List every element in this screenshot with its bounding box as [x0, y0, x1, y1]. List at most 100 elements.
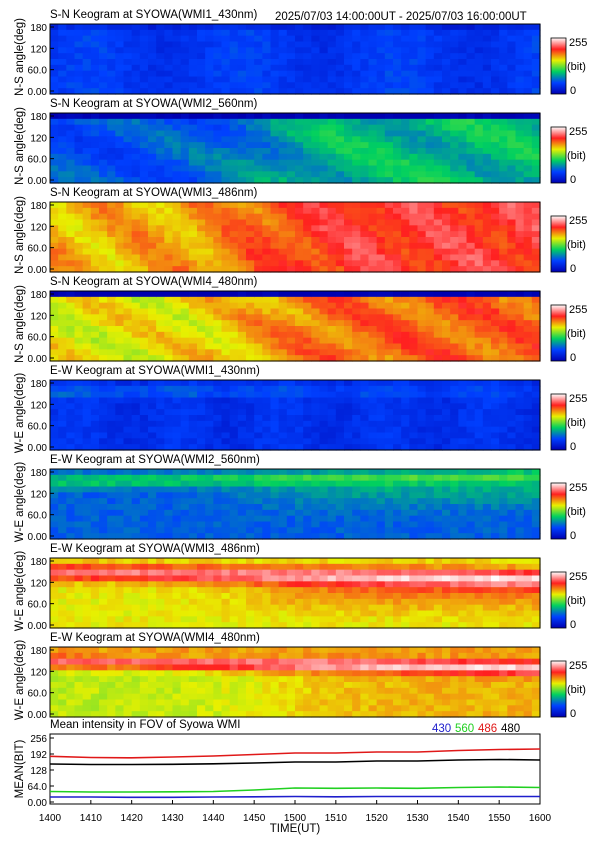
keogram-cell [180, 171, 190, 178]
keogram-cell [531, 391, 541, 399]
keogram-cell [523, 248, 533, 256]
keogram-cell [295, 521, 304, 528]
keogram-cell [482, 70, 492, 78]
keogram-cell [442, 118, 451, 126]
keogram-cell [491, 24, 500, 31]
keogram-cell [254, 380, 263, 387]
keogram-cell [433, 142, 443, 149]
keogram-cell [466, 59, 476, 66]
keogram-cell [115, 587, 125, 594]
keogram-cell [491, 76, 500, 83]
keogram-cell [376, 385, 386, 393]
keogram-cell [123, 291, 133, 298]
keogram-cell [262, 266, 272, 273]
keogram-cell [303, 533, 312, 540]
keogram-cell [515, 207, 525, 215]
keogram-cell [58, 41, 67, 48]
keogram-cell [352, 225, 361, 232]
keogram-cell [148, 426, 157, 434]
keogram-cell [197, 165, 206, 172]
keogram-cell [66, 24, 76, 31]
keogram-cell [531, 177, 541, 184]
keogram-cell [90, 165, 100, 172]
keogram-cell [499, 219, 508, 226]
keogram-cell [515, 171, 525, 178]
keogram-cell [442, 47, 451, 54]
keogram-cell [246, 64, 255, 72]
keogram-cell [58, 213, 67, 221]
keogram-cell [474, 509, 484, 517]
keogram-cell [205, 260, 214, 267]
keogram-cell [368, 260, 378, 267]
keogram-cell [58, 153, 67, 161]
keogram-cell [295, 610, 304, 617]
keogram-cell [131, 575, 141, 582]
keogram-cell [295, 177, 304, 184]
keogram-cell [50, 171, 59, 178]
keogram-cell [425, 302, 435, 310]
keogram-cell [499, 231, 508, 238]
keogram-cell [262, 498, 272, 505]
keogram-cell [515, 397, 525, 404]
keogram-cell [82, 291, 92, 298]
keogram-cell [123, 136, 133, 143]
keogram-cell [352, 41, 361, 48]
keogram-cell [131, 82, 141, 89]
keogram-cell [515, 480, 525, 488]
keogram-cell [368, 498, 378, 505]
keogram-cell [180, 47, 190, 54]
keogram-cell [107, 380, 116, 387]
keogram-cell [474, 70, 484, 78]
keogram-cell [221, 558, 231, 565]
keogram-cell [115, 355, 125, 362]
keogram-cell [491, 64, 500, 72]
keogram-cell [295, 444, 304, 451]
keogram-cell [82, 76, 92, 83]
keogram-cell [401, 480, 410, 488]
keogram-cell [352, 326, 361, 333]
colorbar-min: 0 [570, 263, 576, 275]
keogram-cell [523, 231, 533, 238]
keogram-cell [254, 474, 263, 482]
keogram-cell [376, 558, 386, 565]
keogram-cell [107, 587, 116, 594]
keogram-cell [139, 492, 149, 499]
keogram-cell [393, 515, 402, 523]
keogram-cell [139, 118, 149, 126]
keogram-cell [262, 343, 272, 350]
keogram-cell [221, 337, 231, 345]
keogram-cell [401, 159, 410, 167]
keogram-cell [507, 225, 517, 232]
keogram-cell [393, 47, 402, 54]
keogram-cell [74, 331, 84, 339]
keogram-cell [433, 575, 443, 582]
keogram-cell [523, 385, 533, 393]
keogram-cell [213, 207, 223, 215]
keogram-cell [433, 409, 443, 416]
keogram-cell [164, 213, 174, 221]
keogram-cell [246, 563, 255, 571]
keogram-cell [66, 219, 76, 226]
keogram-cell [458, 326, 468, 333]
keogram-cell [466, 225, 476, 232]
keogram-cell [188, 480, 198, 488]
keogram-cell [376, 581, 386, 588]
keogram-cell [425, 225, 435, 232]
keogram-cell [311, 47, 321, 54]
keogram-cell [254, 207, 263, 215]
keogram-cell [221, 177, 231, 184]
keogram-cell [491, 380, 500, 387]
keogram-cell [491, 35, 500, 43]
keogram-cell [82, 385, 92, 393]
keogram-cell [172, 581, 182, 588]
keogram-cell [229, 296, 239, 304]
keogram-cell [425, 88, 435, 95]
keogram-cell [262, 41, 272, 48]
keogram-cell [384, 165, 394, 172]
keogram-cell [433, 219, 443, 226]
keogram-cell [237, 569, 247, 577]
keogram-cell [172, 622, 182, 629]
keogram-cell [319, 136, 329, 143]
keogram-cell [458, 142, 468, 149]
keogram-cell [270, 587, 280, 594]
